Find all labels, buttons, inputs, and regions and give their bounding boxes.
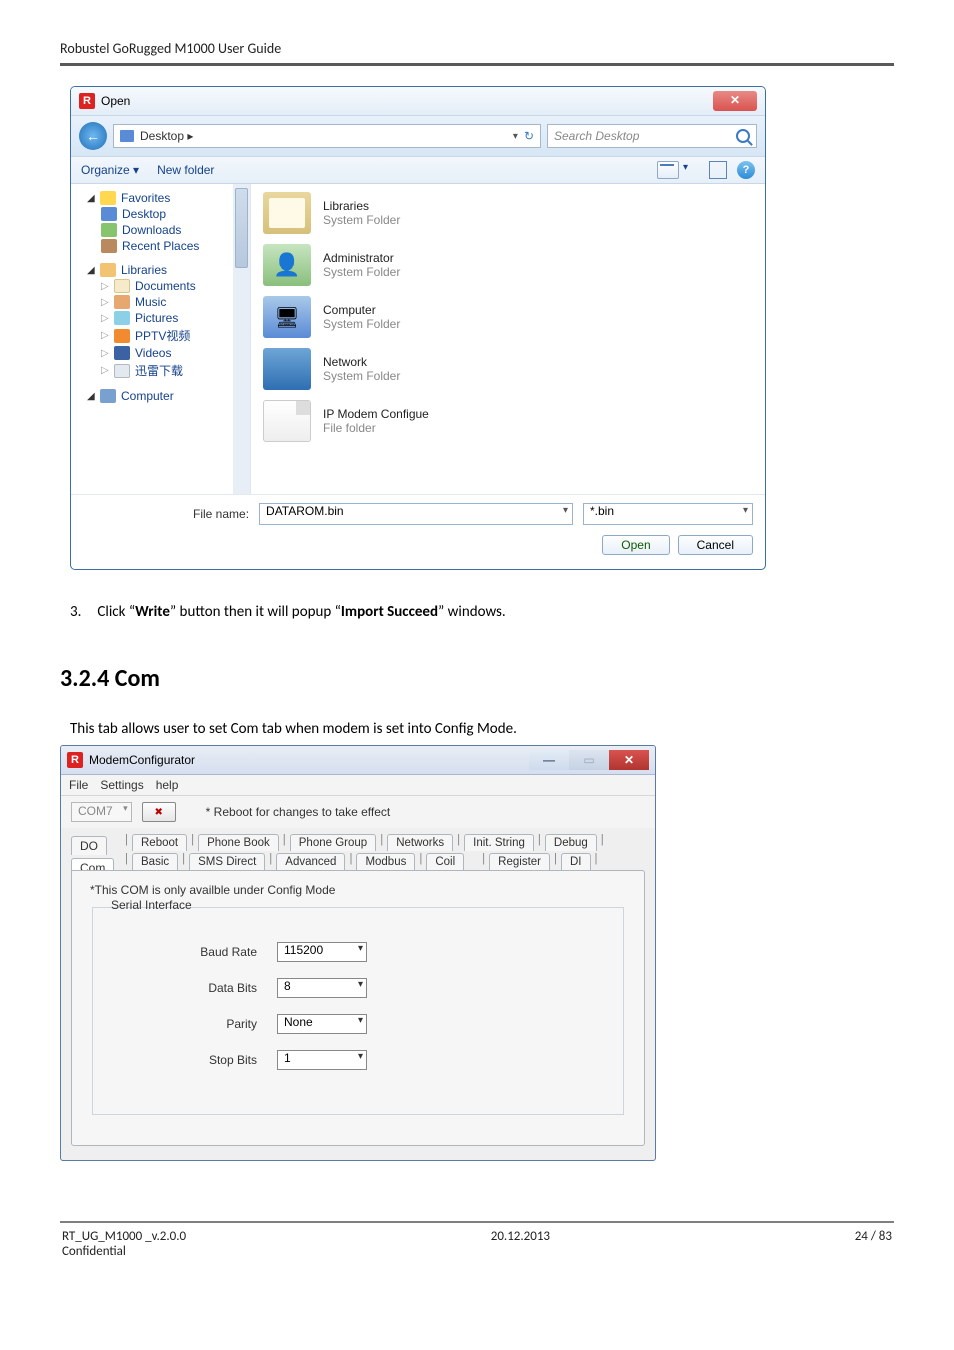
folder-icon xyxy=(120,130,134,142)
tree-scrollbar[interactable] xyxy=(233,184,250,494)
toolbar: Organize ▾ New folder ? xyxy=(71,157,765,184)
footer-date: 20.12.2013 xyxy=(491,1229,550,1259)
titlebar: R Open ✕ xyxy=(71,87,765,116)
tree-downloads[interactable]: Downloads xyxy=(77,222,244,238)
parity-select[interactable]: None xyxy=(277,1014,367,1034)
tab-register[interactable]: Register xyxy=(489,853,550,870)
tree-recent[interactable]: Recent Places xyxy=(77,238,244,254)
list-item[interactable]: ComputerSystem Folder xyxy=(263,296,753,338)
section-heading: 3.2.4 Com xyxy=(60,664,894,693)
app-icon: R xyxy=(79,93,95,109)
close-button[interactable]: ✕ xyxy=(713,91,757,111)
dialog-title: Open xyxy=(101,94,130,108)
data-bits-label: Data Bits xyxy=(117,981,257,995)
tab-pane-com: *This COM is only availble under Config … xyxy=(71,870,645,1146)
list-item[interactable]: AdministratorSystem Folder xyxy=(263,244,753,286)
footer-confidential: Confidential xyxy=(62,1244,186,1259)
tree-documents[interactable]: ▷Documents xyxy=(77,278,244,294)
tab-basic[interactable]: Basic xyxy=(132,853,178,870)
tab-networks[interactable]: Networks xyxy=(387,834,453,851)
file-name-label: File name: xyxy=(193,507,249,521)
serial-interface-fieldset: Serial Interface Baud Rate 115200 Data B… xyxy=(92,907,624,1115)
preview-pane-icon[interactable] xyxy=(709,161,727,179)
modem-titlebar: R ModemConfigurator — ▭ ✕ xyxy=(61,746,655,775)
search-icon xyxy=(736,129,750,143)
list-item[interactable]: LibrariesSystem Folder xyxy=(263,192,753,234)
header-separator xyxy=(60,63,894,66)
search-placeholder: Search Desktop xyxy=(554,129,730,143)
tree-libraries[interactable]: ◢Libraries xyxy=(77,262,244,278)
list-item[interactable]: IP Modem ConfigueFile folder xyxy=(263,400,753,442)
reboot-note: * Reboot for changes to take effect xyxy=(206,805,391,819)
data-bits-select[interactable]: 8 xyxy=(277,978,367,998)
tab-debug[interactable]: Debug xyxy=(545,834,597,851)
open-button[interactable]: Open xyxy=(602,535,669,555)
maximize-button[interactable]: ▭ xyxy=(569,750,609,770)
tree-computer[interactable]: ◢Computer xyxy=(77,388,244,404)
stop-bits-select[interactable]: 1 xyxy=(277,1050,367,1070)
tab-init-string[interactable]: Init. String xyxy=(464,834,534,851)
breadcrumb-text: Desktop ▸ xyxy=(140,129,193,143)
tab-modbus[interactable]: Modbus xyxy=(356,853,415,870)
list-item[interactable]: NetworkSystem Folder xyxy=(263,348,753,390)
modem-toolbar: COM7 ✖ * Reboot for changes to take effe… xyxy=(61,796,655,828)
address-bar: ← Desktop ▸ ▾ ↻ Search Desktop xyxy=(71,116,765,157)
baud-rate-label: Baud Rate xyxy=(117,945,257,959)
footer-doc-id: RT_UG_M1000 _v.2.0.0 xyxy=(62,1229,186,1244)
minimize-button[interactable]: — xyxy=(529,750,569,770)
file-type-filter[interactable]: *.bin xyxy=(583,503,753,525)
search-input[interactable]: Search Desktop xyxy=(547,124,757,148)
tab-advanced[interactable]: Advanced xyxy=(276,853,345,870)
navigation-tree: ◢Favorites Desktop Downloads Recent Plac… xyxy=(71,184,251,494)
menu-settings[interactable]: Settings xyxy=(100,778,143,792)
tree-videos[interactable]: ▷Videos xyxy=(77,345,244,361)
disconnect-button[interactable]: ✖ xyxy=(142,802,176,822)
tree-pictures[interactable]: ▷Pictures xyxy=(77,310,244,326)
tab-reboot[interactable]: Reboot xyxy=(132,834,187,851)
app-icon: R xyxy=(67,752,83,768)
pane-note: *This COM is only availble under Config … xyxy=(90,883,630,897)
parity-label: Parity xyxy=(117,1017,257,1031)
section-intro: This tab allows user to set Com tab when… xyxy=(70,717,894,741)
tab-coil[interactable]: Coil xyxy=(426,853,464,870)
tree-thunder[interactable]: ▷迅雷下载 xyxy=(77,361,244,380)
menu-bar: File Settings help xyxy=(61,775,655,796)
tab-do[interactable]: DO xyxy=(71,836,107,855)
tree-pptv[interactable]: ▷PPTV视频 xyxy=(77,326,244,345)
menu-file[interactable]: File xyxy=(69,778,88,792)
back-button[interactable]: ← xyxy=(79,122,107,150)
cancel-button[interactable]: Cancel xyxy=(678,535,753,555)
modem-title-text: ModemConfigurator xyxy=(89,753,195,767)
file-list: LibrariesSystem Folder AdministratorSyst… xyxy=(251,184,765,494)
stop-bits-label: Stop Bits xyxy=(117,1053,257,1067)
footer-page: 24 / 83 xyxy=(855,1229,892,1259)
tab-phone-book[interactable]: Phone Book xyxy=(198,834,279,851)
organize-menu[interactable]: Organize ▾ xyxy=(81,163,139,177)
help-icon[interactable]: ? xyxy=(737,161,755,179)
baud-rate-select[interactable]: 115200 xyxy=(277,942,367,962)
modem-configurator-window: R ModemConfigurator — ▭ ✕ File Settings … xyxy=(60,745,656,1161)
tab-sms-direct[interactable]: SMS Direct xyxy=(189,853,265,870)
file-name-input[interactable]: DATAROM.bin xyxy=(259,503,573,525)
tab-di[interactable]: DI xyxy=(561,853,591,870)
page-header: Robustel GoRugged M1000 User Guide xyxy=(60,40,894,57)
tab-phone-group[interactable]: Phone Group xyxy=(290,834,376,851)
open-dialog: R Open ✕ ← Desktop ▸ ▾ ↻ Search Desktop … xyxy=(70,86,766,570)
tree-desktop[interactable]: Desktop xyxy=(77,206,244,222)
tree-music[interactable]: ▷Music xyxy=(77,294,244,310)
close-button[interactable]: ✕ xyxy=(609,750,649,770)
breadcrumb[interactable]: Desktop ▸ ▾ ↻ xyxy=(113,124,541,148)
tree-favorites[interactable]: ◢Favorites xyxy=(77,190,244,206)
step-3-text: 3. Click “Write” button then it will pop… xyxy=(70,600,894,624)
new-folder-button[interactable]: New folder xyxy=(157,163,214,177)
footer-separator xyxy=(60,1221,894,1223)
menu-help[interactable]: help xyxy=(156,778,179,792)
com-port-select[interactable]: COM7 xyxy=(71,802,132,822)
view-options-icon[interactable] xyxy=(657,161,679,179)
